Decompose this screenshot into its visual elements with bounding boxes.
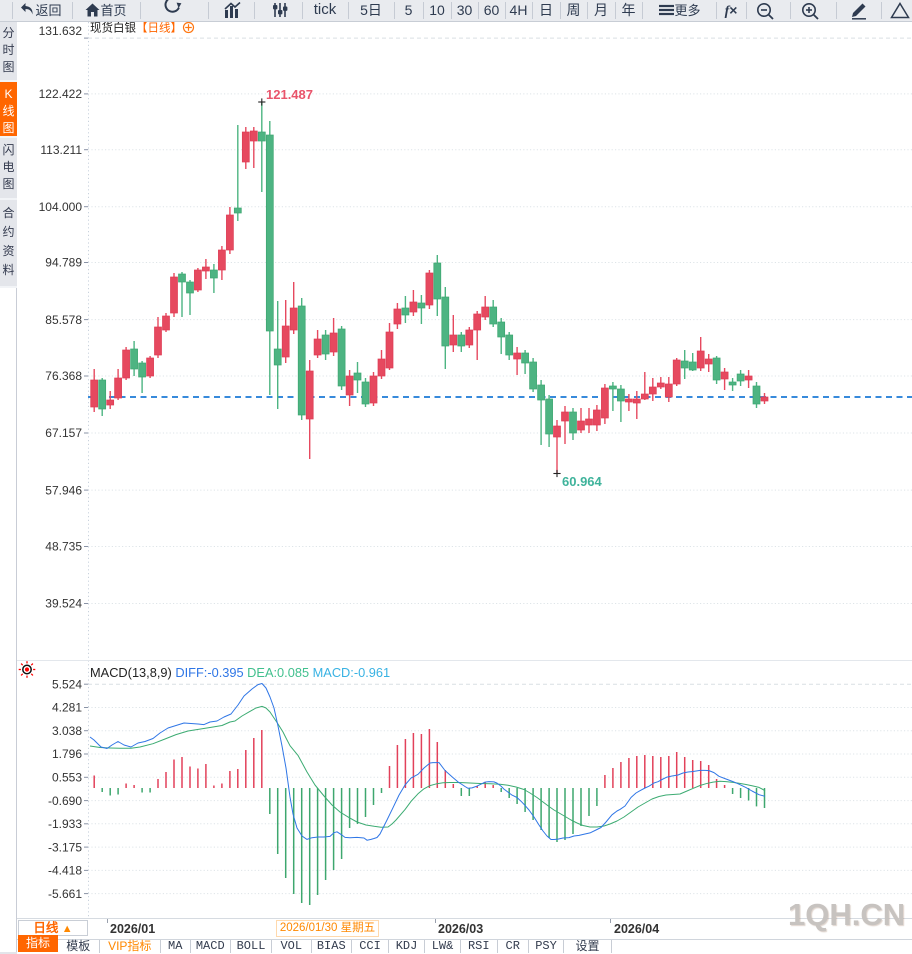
svg-text:-0.690: -0.690 [48,794,82,808]
svg-text:-1.933: -1.933 [48,817,82,831]
svg-text:104.000: 104.000 [39,200,83,214]
svg-text:85.578: 85.578 [45,313,82,327]
svg-text:57.946: 57.946 [45,483,82,497]
svg-text:113.211: 113.211 [40,143,82,157]
svg-text:48.735: 48.735 [45,540,82,554]
svg-text:67.157: 67.157 [45,426,82,440]
svg-text:122.422: 122.422 [39,87,83,101]
svg-text:-4.418: -4.418 [48,864,82,878]
svg-text:-5.661: -5.661 [48,887,82,901]
svg-text:1.796: 1.796 [52,747,82,761]
svg-text:121.487: 121.487 [266,87,313,102]
svg-text:-3.175: -3.175 [48,840,82,854]
svg-text:39.524: 39.524 [45,597,82,611]
svg-text:94.789: 94.789 [45,256,82,270]
svg-text:现货白银【日线】: 现货白银【日线】 [90,21,182,35]
svg-text:76.368: 76.368 [45,369,82,383]
svg-text:3.038: 3.038 [52,724,82,738]
svg-text:4.281: 4.281 [52,701,82,715]
svg-text:60.964: 60.964 [562,474,603,489]
svg-text:0.553: 0.553 [52,771,82,785]
svg-text:5.524: 5.524 [52,677,82,691]
svg-text:131.632: 131.632 [39,24,83,38]
svg-text:MACD(13,8,9) DIFF:-0.395 DEA:0: MACD(13,8,9) DIFF:-0.395 DEA:0.085 MACD:… [90,665,390,680]
